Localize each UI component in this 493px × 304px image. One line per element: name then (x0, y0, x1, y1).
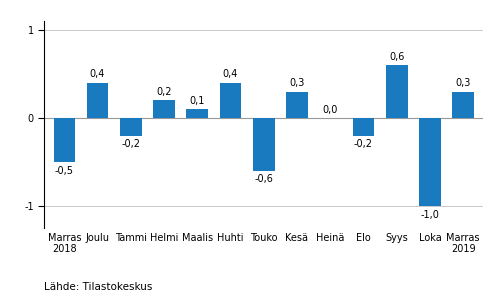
Bar (87, 83, 108, 118)
Text: 0,0: 0,0 (322, 105, 338, 115)
Text: Lähde: Tilastokeskus: Lähde: Tilastokeskus (44, 282, 153, 292)
Text: 0,4: 0,4 (223, 69, 238, 79)
Bar (386, 65, 408, 118)
Bar (419, 118, 441, 206)
Text: 0,4: 0,4 (90, 69, 105, 79)
Bar (54, 118, 75, 162)
Bar (220, 83, 241, 118)
Bar (286, 92, 308, 118)
Bar (453, 92, 474, 118)
Text: -0,6: -0,6 (254, 174, 273, 184)
Bar (253, 118, 275, 171)
Text: 0,1: 0,1 (190, 96, 205, 106)
Bar (153, 100, 175, 118)
Text: -0,5: -0,5 (55, 166, 74, 175)
Bar (352, 118, 374, 136)
Text: 0,3: 0,3 (289, 78, 305, 88)
Text: -0,2: -0,2 (354, 139, 373, 149)
Bar (120, 118, 141, 136)
Text: 0,3: 0,3 (456, 78, 471, 88)
Bar (186, 109, 208, 118)
Text: -1,0: -1,0 (421, 209, 439, 219)
Text: -0,2: -0,2 (121, 139, 141, 149)
Text: 0,6: 0,6 (389, 52, 404, 62)
Text: 0,2: 0,2 (156, 87, 172, 97)
